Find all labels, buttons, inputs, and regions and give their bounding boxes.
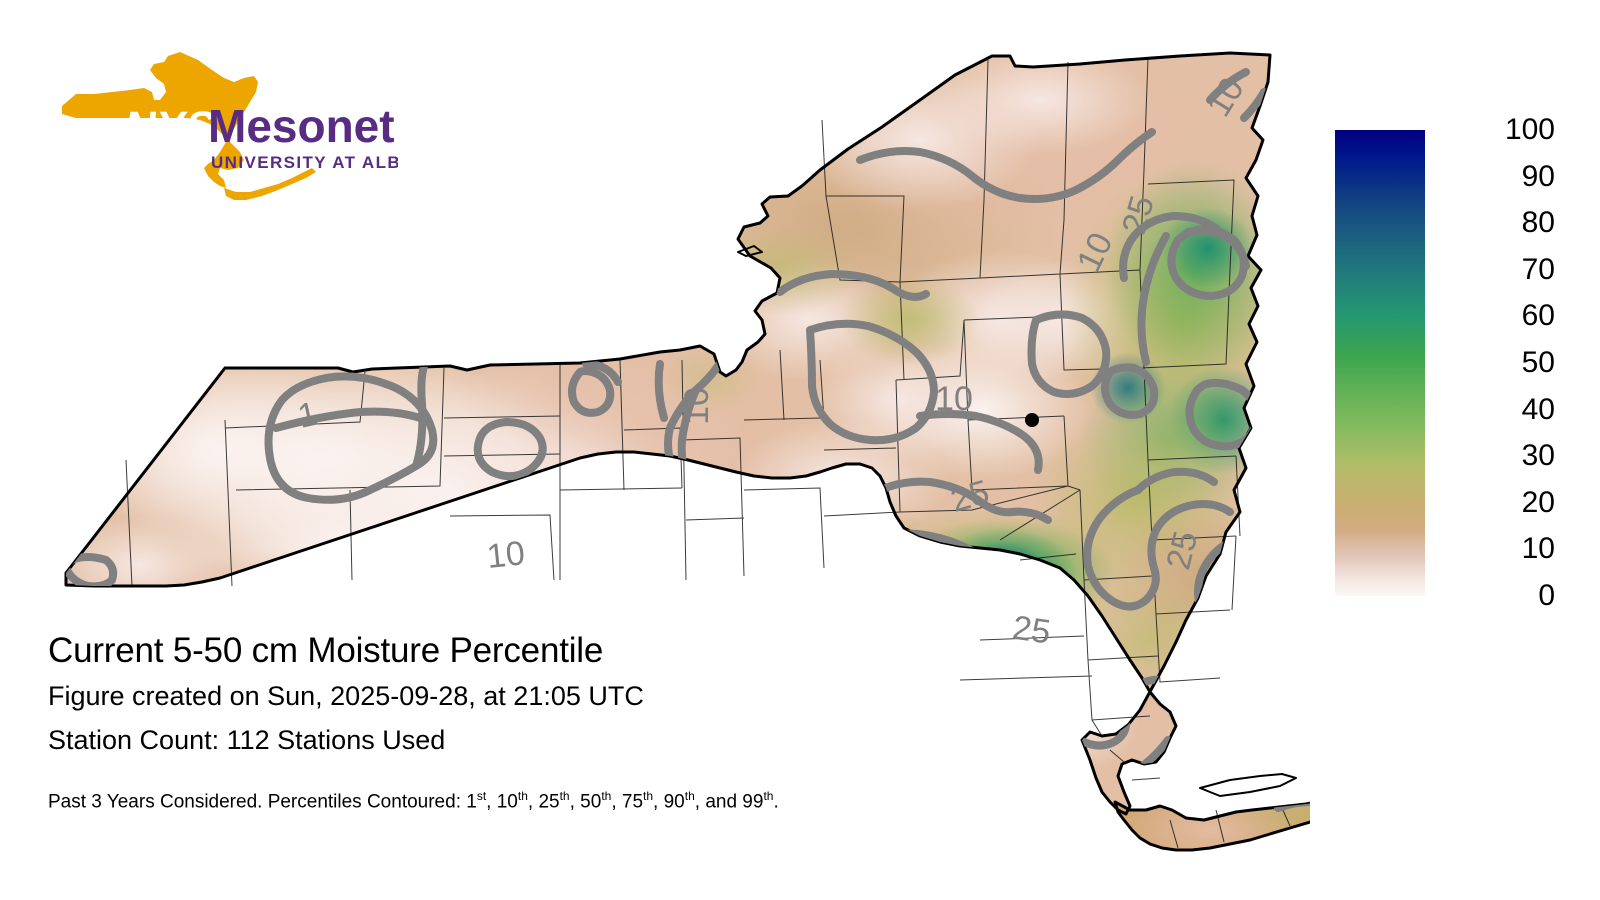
contour-label-10-3: 10 xyxy=(935,380,973,418)
creation-timestamp: Figure created on Sun, 2025-09-28, at 21… xyxy=(48,681,644,711)
logo-subtitle-text: UNIVERSITY AT ALBANY xyxy=(211,153,398,172)
colorbar-group: 100 90 80 70 60 50 40 30 20 10 0 xyxy=(1335,115,1565,611)
colorbar-tick-100: 100 xyxy=(1504,113,1555,146)
contour-label-10-2: 10 xyxy=(678,387,716,425)
colorbar-tick-90: 90 xyxy=(1521,159,1555,193)
logo-long-island-shape xyxy=(224,168,316,200)
state-outline xyxy=(64,51,1310,852)
map-panel: 1 10 10 10 10 10 25 25 25 25 xyxy=(20,20,1310,880)
colorbar-tick-0: 0 xyxy=(1538,579,1555,612)
contour-label-10-1: 10 xyxy=(485,534,527,576)
logo-state-shape xyxy=(62,52,258,188)
contour-label-25-9: 25 xyxy=(1159,527,1205,573)
page-title: Current 5-50 cm Moisture Percentile xyxy=(48,631,604,670)
station-markers xyxy=(997,413,1039,580)
colorbar-tick-20: 20 xyxy=(1521,485,1555,519)
colorbar-tick-50: 50 xyxy=(1521,346,1555,379)
colorbar-tick-30: 30 xyxy=(1521,439,1555,473)
colorbar-tick-70: 70 xyxy=(1521,252,1555,286)
logo-nys-text: NYS xyxy=(123,103,219,152)
station-marker xyxy=(997,566,1011,580)
logo-brand-text: Mesonet xyxy=(208,100,395,152)
station-marker xyxy=(1025,413,1039,427)
colorbar-tick-40: 40 xyxy=(1521,392,1555,426)
station-count: Station Count: 112 Stations Used xyxy=(48,725,446,755)
colorbar-tick-10: 10 xyxy=(1521,532,1555,566)
colorbar-tick-60: 60 xyxy=(1521,299,1555,333)
contour-label-25-8: 25 xyxy=(1010,609,1053,652)
nys-mesonet-logo: NYS Mesonet UNIVERSITY AT ALBANY xyxy=(48,48,398,208)
colorbar-gradient xyxy=(1335,130,1425,596)
colorbar-tick-80: 80 xyxy=(1521,206,1555,240)
footnote: Past 3 Years Considered. Percentiles Con… xyxy=(48,789,779,813)
caption-block: Current 5-50 cm Moisture Percentile Figu… xyxy=(48,628,1048,814)
